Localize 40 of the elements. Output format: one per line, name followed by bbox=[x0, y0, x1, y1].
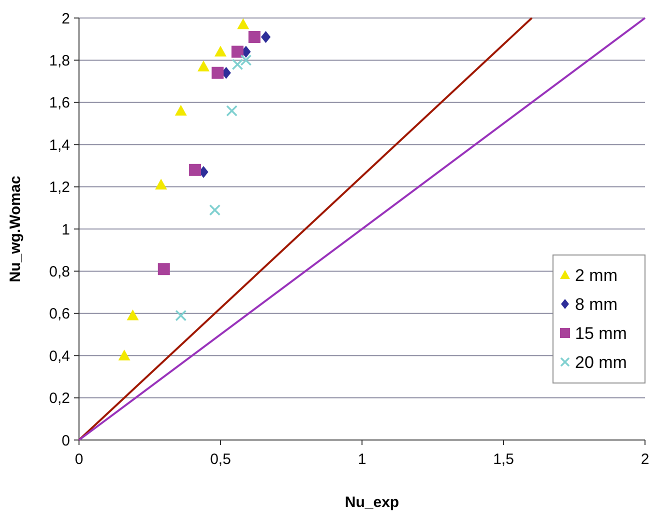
point bbox=[231, 46, 244, 58]
x-tick-label: 1 bbox=[358, 451, 366, 468]
y-tick-label: 1,4 bbox=[49, 136, 70, 154]
point bbox=[240, 54, 252, 66]
point bbox=[248, 30, 260, 43]
point bbox=[189, 164, 202, 176]
point bbox=[174, 104, 187, 116]
y-tick-label: 1 bbox=[62, 221, 70, 238]
point bbox=[237, 18, 250, 30]
point bbox=[232, 58, 244, 70]
legend-label: 15 mm bbox=[575, 324, 627, 343]
y-tick-label: 0,8 bbox=[49, 263, 70, 280]
point bbox=[155, 178, 168, 190]
y-tick-label: 0 bbox=[62, 432, 70, 450]
point bbox=[198, 60, 210, 72]
x-tick-label: 1,5 bbox=[493, 451, 514, 468]
point bbox=[260, 30, 271, 43]
x-tick-label: 0 bbox=[74, 451, 84, 468]
y-tick-label: 1,2 bbox=[49, 179, 70, 196]
x-axis-title: Nu_exp bbox=[344, 494, 400, 511]
point bbox=[214, 46, 226, 57]
x-tick-label: 0,5 bbox=[210, 451, 231, 468]
point bbox=[118, 350, 130, 360]
y-tick-label: 2 bbox=[62, 10, 70, 28]
y-tick-label: 0,2 bbox=[49, 390, 70, 408]
point bbox=[209, 204, 221, 216]
y-tick-label: 0,4 bbox=[49, 348, 70, 365]
legend-label: 20 mm bbox=[575, 352, 627, 372]
x-tick-label: 2 bbox=[640, 451, 650, 468]
point bbox=[212, 66, 224, 79]
legend-label: 8 mm bbox=[575, 294, 618, 314]
legend-label: 2 mm bbox=[575, 266, 618, 285]
y-tick-label: 1,6 bbox=[49, 94, 70, 112]
y-axis-title: Nu_wg.Womac bbox=[7, 176, 24, 282]
point bbox=[158, 263, 170, 276]
y-tick-label: 0,6 bbox=[49, 306, 70, 323]
point bbox=[226, 105, 238, 117]
point bbox=[175, 310, 187, 322]
y-tick-label: 1,8 bbox=[49, 52, 70, 70]
point bbox=[126, 310, 139, 320]
